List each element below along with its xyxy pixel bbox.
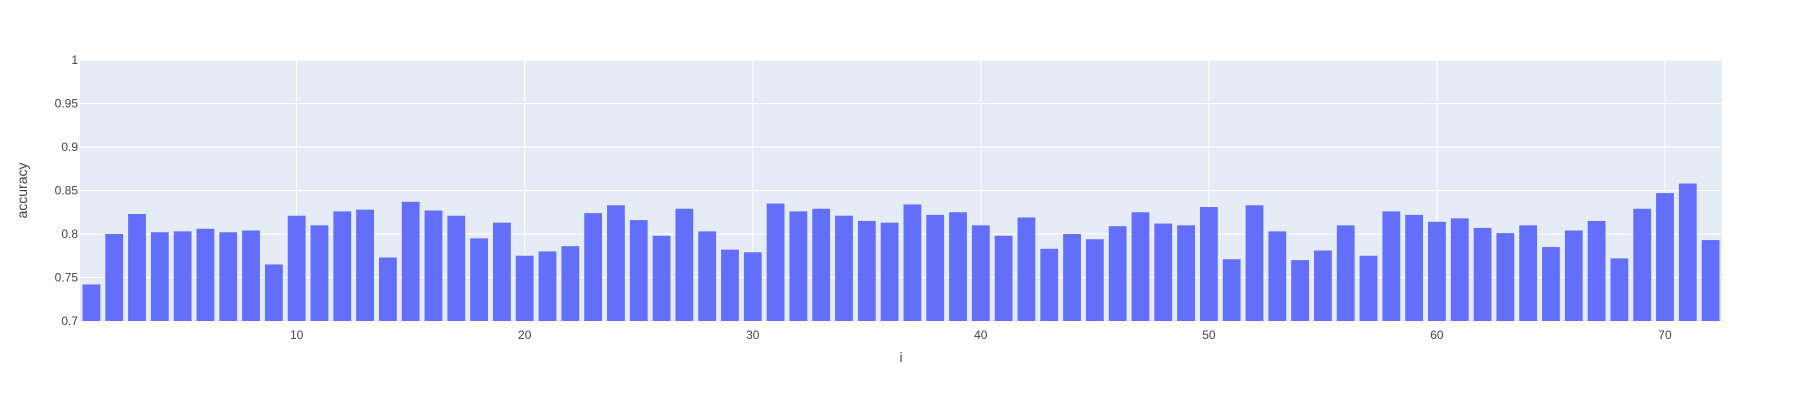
y-tick-label: 0.9	[61, 140, 78, 154]
y-tick-label: 0.75	[55, 271, 79, 285]
bar	[812, 208, 831, 321]
bar	[128, 213, 146, 321]
bar	[470, 238, 488, 321]
bar	[287, 215, 306, 321]
bar	[903, 204, 922, 321]
x-tick-label: 50	[1202, 328, 1216, 342]
y-tick-label: 0.85	[55, 184, 79, 198]
bar	[1473, 227, 1492, 321]
bar	[835, 215, 853, 321]
bar	[880, 222, 899, 321]
bar	[401, 201, 420, 321]
bar	[1268, 231, 1287, 321]
bar	[1336, 225, 1355, 321]
bar	[1656, 193, 1674, 321]
y-tick-label: 0.7	[61, 314, 78, 328]
bar	[196, 228, 215, 321]
bar	[173, 231, 192, 321]
x-tick-label: 40	[974, 328, 988, 342]
bar	[652, 235, 671, 321]
bar	[1382, 211, 1401, 321]
y-tick-label: 0.95	[55, 97, 79, 111]
bar	[949, 212, 967, 321]
bars	[82, 183, 1720, 321]
bar	[1450, 218, 1469, 321]
bar	[743, 252, 762, 321]
bar	[1108, 226, 1127, 321]
bar	[584, 213, 603, 321]
bar	[356, 209, 374, 321]
y-tick-label: 0.8	[61, 227, 78, 241]
bar	[1519, 225, 1538, 321]
x-tick-label: 20	[518, 328, 532, 342]
bar	[242, 230, 260, 321]
x-tick-label: 10	[290, 328, 304, 342]
bar	[766, 203, 785, 321]
bar	[333, 211, 352, 321]
bar	[310, 225, 329, 321]
x-tick-label: 70	[1658, 328, 1672, 342]
bar	[675, 208, 694, 321]
bar	[1587, 220, 1606, 321]
bar	[1701, 240, 1720, 321]
bar	[1359, 255, 1378, 321]
bar	[721, 249, 739, 321]
y-axis-title: accuracy	[14, 162, 30, 218]
bar	[515, 255, 534, 321]
bar	[994, 235, 1013, 321]
y-tick-labels: 0.7 0.75 0.8 0.85 0.9 0.95 1	[55, 53, 79, 328]
bar	[493, 222, 511, 321]
bar	[1314, 250, 1332, 321]
bar	[561, 246, 580, 321]
bar	[1291, 260, 1309, 321]
bar	[150, 232, 169, 321]
bar	[538, 251, 557, 321]
bar	[698, 231, 717, 321]
bar	[1131, 212, 1150, 321]
bar	[1017, 217, 1036, 321]
bar	[1678, 183, 1697, 321]
x-tick-label: 60	[1430, 328, 1444, 342]
bar	[1428, 221, 1446, 321]
bar	[857, 220, 876, 321]
bar	[971, 225, 990, 321]
bar	[1610, 258, 1629, 321]
bar	[1222, 259, 1241, 321]
bar	[105, 234, 124, 321]
x-tick-label: 30	[746, 328, 760, 342]
bar	[219, 232, 238, 321]
x-axis-title: i	[899, 349, 902, 365]
bar	[607, 205, 625, 321]
bar	[1564, 230, 1583, 321]
y-tick-label: 1	[71, 53, 78, 67]
bar	[82, 284, 101, 321]
bar	[1633, 208, 1652, 321]
bar	[1177, 225, 1195, 321]
bar	[1040, 248, 1059, 321]
x-tick-labels: 10 20 30 40 50 60 70	[290, 328, 1672, 342]
bar	[264, 264, 283, 321]
bar	[789, 211, 808, 321]
bar	[1496, 233, 1515, 321]
bar	[1154, 223, 1173, 321]
bar	[1199, 207, 1218, 321]
bar	[447, 215, 466, 321]
bar	[378, 257, 397, 321]
bar	[1085, 239, 1104, 321]
bar	[1542, 247, 1560, 321]
bar	[1245, 205, 1264, 321]
bar	[629, 220, 648, 321]
bar	[1063, 234, 1081, 321]
bar	[1405, 214, 1424, 321]
bar	[926, 214, 945, 321]
bar	[424, 210, 443, 321]
